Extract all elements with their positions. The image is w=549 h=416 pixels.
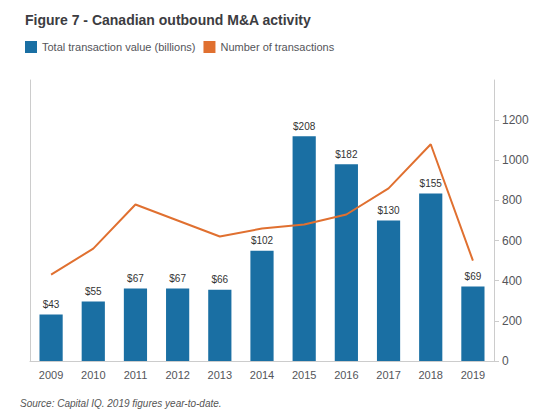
svg-text:2011: 2011 [124,369,148,381]
svg-text:2015: 2015 [292,369,316,381]
svg-text:$55: $55 [85,286,102,297]
svg-text:2019: 2019 [461,369,485,381]
svg-text:$66: $66 [211,274,228,285]
svg-text:Total transaction value (billi: Total transaction value (billions) [42,41,195,53]
svg-text:2010: 2010 [81,369,105,381]
svg-text:$67: $67 [169,273,186,284]
svg-text:Source: Capital IQ. 2019 figur: Source: Capital IQ. 2019 figures year-to… [20,398,222,409]
svg-text:Figure 7 - Canadian outbound M: Figure 7 - Canadian outbound M&A activit… [25,12,311,28]
svg-text:$102: $102 [251,235,274,246]
svg-text:600: 600 [502,234,522,248]
svg-text:$67: $67 [127,273,144,284]
svg-text:$130: $130 [377,205,400,216]
svg-text:2017: 2017 [376,369,400,381]
svg-text:Number of transactions: Number of transactions [220,41,334,53]
svg-text:2014: 2014 [250,369,274,381]
svg-text:2013: 2013 [208,369,232,381]
svg-text:$208: $208 [293,121,316,132]
svg-text:$43: $43 [43,299,60,310]
svg-text:2018: 2018 [418,369,442,381]
svg-text:2012: 2012 [165,369,189,381]
svg-text:2009: 2009 [39,369,63,381]
svg-text:$182: $182 [335,149,358,160]
svg-text:400: 400 [502,274,522,288]
svg-text:800: 800 [502,193,522,207]
svg-text:2016: 2016 [334,369,358,381]
svg-text:0: 0 [502,354,509,368]
svg-text:200: 200 [502,314,522,328]
svg-text:1000: 1000 [502,153,529,167]
svg-text:1200: 1200 [502,113,529,127]
svg-text:$155: $155 [420,178,443,189]
svg-text:$69: $69 [465,271,482,282]
